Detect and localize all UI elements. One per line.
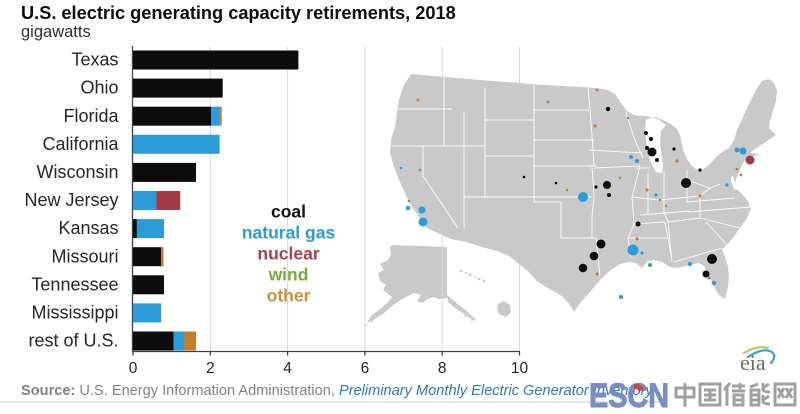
svg-text:nuclear: nuclear: [257, 244, 319, 264]
svg-text:Mississippi: Mississippi: [31, 303, 118, 323]
svg-text:Ohio: Ohio: [80, 78, 118, 98]
svg-text:coal: coal: [271, 202, 306, 222]
svg-text:Wisconsin: Wisconsin: [36, 162, 118, 182]
svg-text:6: 6: [361, 360, 370, 377]
svg-text:Tennessee: Tennessee: [31, 274, 118, 294]
svg-text:10: 10: [511, 360, 529, 377]
svg-text:4: 4: [283, 360, 292, 377]
svg-text:Texas: Texas: [71, 50, 118, 70]
svg-text:natural gas: natural gas: [242, 223, 336, 243]
svg-text:0: 0: [129, 360, 138, 377]
svg-text:Florida: Florida: [63, 106, 119, 126]
svg-text:New Jersey: New Jersey: [24, 190, 118, 210]
svg-text:other: other: [267, 286, 311, 306]
svg-text:California: California: [42, 134, 119, 154]
svg-text:2: 2: [206, 360, 215, 377]
svg-text:wind: wind: [268, 265, 309, 285]
svg-text:8: 8: [438, 360, 447, 377]
svg-text:rest of U.S.: rest of U.S.: [28, 331, 118, 351]
svg-text:Missouri: Missouri: [51, 246, 118, 266]
svg-text:Kansas: Kansas: [58, 218, 118, 238]
svg-text:ESCN: ESCN: [589, 377, 669, 414]
